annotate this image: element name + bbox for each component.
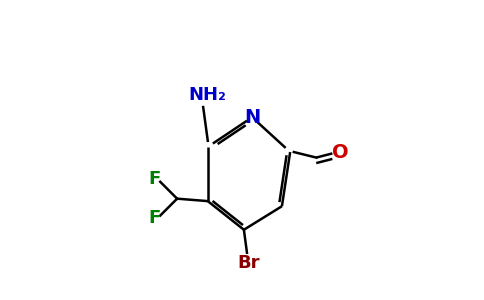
Text: Br: Br (237, 254, 260, 272)
Text: F: F (149, 170, 161, 188)
Text: N: N (244, 108, 260, 127)
Text: F: F (149, 209, 161, 227)
Text: NH₂: NH₂ (189, 86, 227, 104)
Text: O: O (333, 142, 349, 161)
